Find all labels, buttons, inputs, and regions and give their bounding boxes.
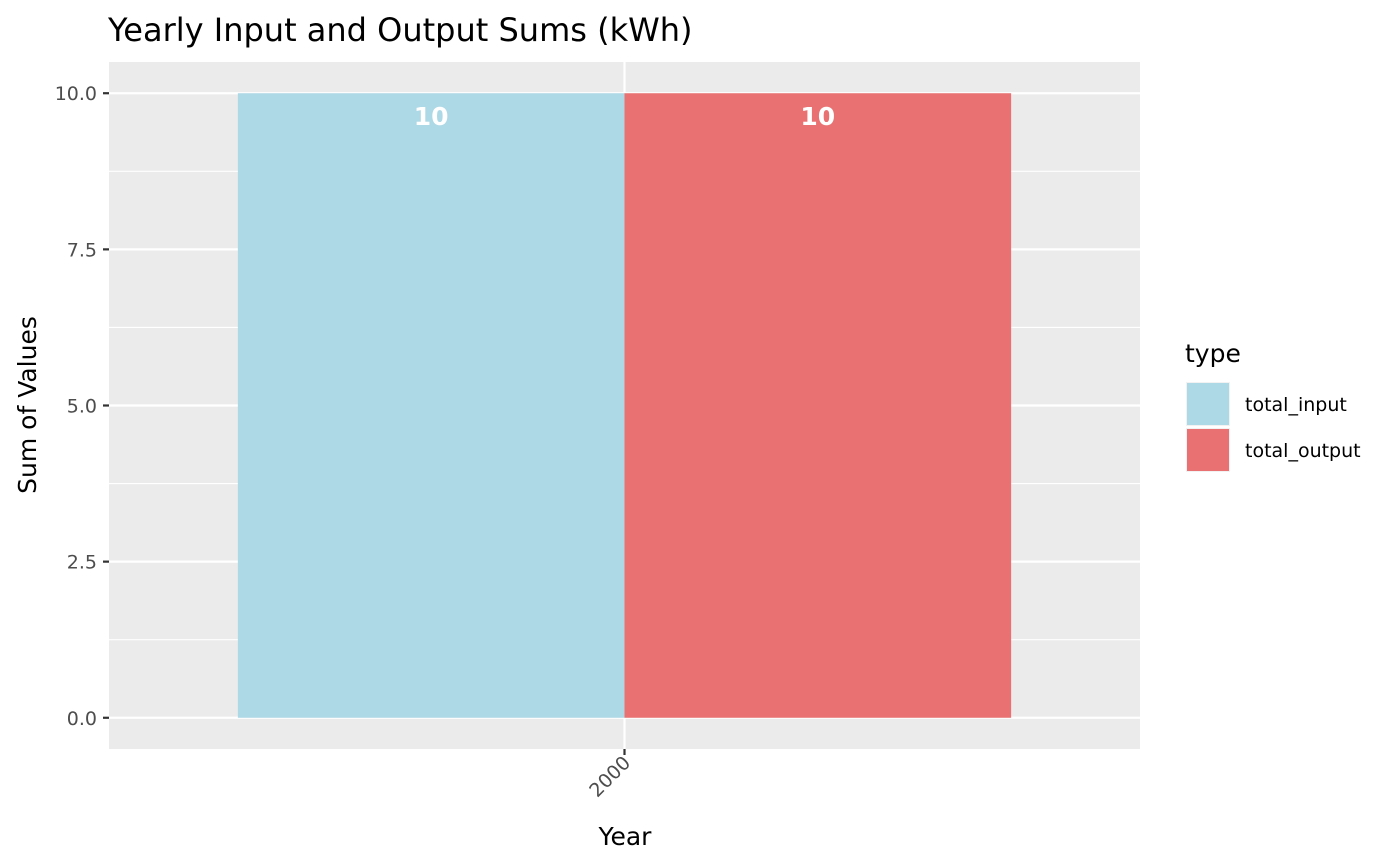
- legend: type total_input total_output: [1185, 339, 1361, 472]
- legend-label: total_output: [1245, 440, 1361, 462]
- bar-value-label: 10: [800, 102, 835, 131]
- y-tick-label: 2.5: [67, 552, 97, 574]
- bar-total_output: [624, 93, 1012, 718]
- y-tick-label: 10.0: [55, 83, 97, 105]
- x-axis: 2000: [585, 749, 635, 802]
- bar-value-label: 10: [414, 102, 449, 131]
- bar-total_input: [237, 93, 625, 718]
- y-axis-title: Sum of Values: [13, 316, 42, 494]
- chart-title: Yearly Input and Output Sums (kWh): [107, 11, 693, 49]
- y-axis: 0.0 2.5 5.0 7.5 10.0: [55, 83, 109, 730]
- legend-swatch-total_input: [1187, 383, 1229, 425]
- bar-labels: 10 10: [414, 102, 835, 131]
- bars: [237, 93, 1012, 718]
- y-tick-label: 5.0: [67, 396, 97, 418]
- x-tick-label: 2000: [585, 752, 635, 802]
- legend-label: total_input: [1245, 394, 1347, 416]
- legend-title: type: [1185, 339, 1241, 368]
- x-axis-title: Year: [598, 822, 653, 851]
- legend-swatch-total_output: [1187, 429, 1229, 471]
- y-tick-label: 7.5: [67, 239, 97, 261]
- y-tick-label: 0.0: [67, 708, 97, 730]
